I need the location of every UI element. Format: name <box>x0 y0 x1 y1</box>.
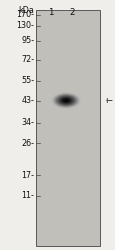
Ellipse shape <box>50 92 81 109</box>
Ellipse shape <box>63 99 68 102</box>
Ellipse shape <box>59 97 72 104</box>
Ellipse shape <box>56 95 75 106</box>
Ellipse shape <box>60 97 72 104</box>
Text: 170-: 170- <box>16 10 34 19</box>
Text: 130-: 130- <box>16 21 34 30</box>
Ellipse shape <box>51 92 80 109</box>
Bar <box>35 10 99 246</box>
Ellipse shape <box>53 93 79 108</box>
Text: 34-: 34- <box>21 118 34 127</box>
Ellipse shape <box>56 96 75 106</box>
Text: kDa: kDa <box>18 6 34 15</box>
Text: 26-: 26- <box>21 138 34 147</box>
Ellipse shape <box>54 94 77 107</box>
Ellipse shape <box>55 94 76 106</box>
Ellipse shape <box>53 94 78 107</box>
Text: 95-: 95- <box>21 36 34 45</box>
Ellipse shape <box>61 98 70 103</box>
Text: 55-: 55- <box>21 76 34 85</box>
Text: 11-: 11- <box>21 191 34 200</box>
Ellipse shape <box>60 98 71 103</box>
Text: 2: 2 <box>69 8 74 17</box>
Text: 1: 1 <box>47 8 53 17</box>
Ellipse shape <box>52 93 79 108</box>
Ellipse shape <box>62 98 69 102</box>
Ellipse shape <box>58 96 73 105</box>
Ellipse shape <box>57 96 74 105</box>
Text: 72-: 72- <box>21 55 34 64</box>
Text: 43-: 43- <box>21 96 34 105</box>
Text: 17-: 17- <box>21 170 34 179</box>
